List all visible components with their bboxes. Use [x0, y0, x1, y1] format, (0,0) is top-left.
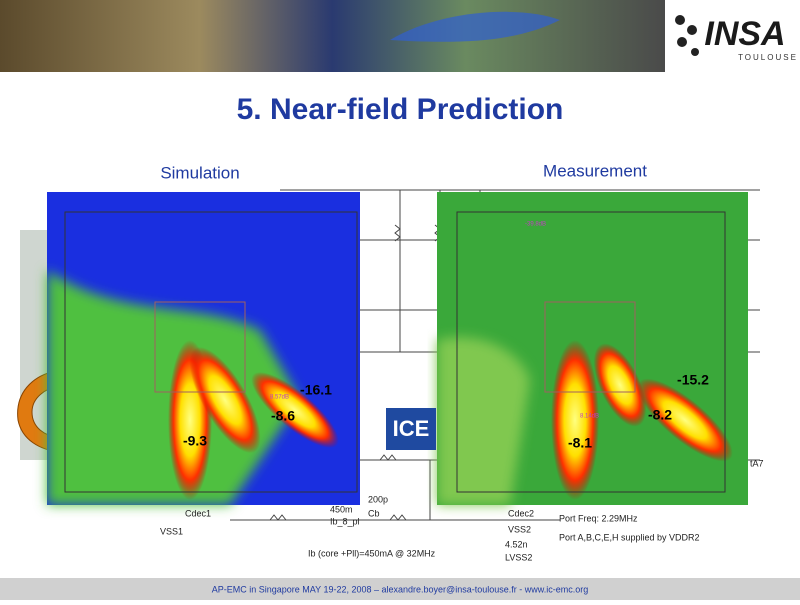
panel-label: Measurement — [543, 161, 647, 180]
marker-label: 8.14dB — [580, 414, 599, 420]
value-label: -15.2 — [677, 372, 709, 388]
slide-title: 5. Near-field Prediction — [237, 93, 564, 126]
circuit-label: VSS2 — [508, 524, 531, 534]
logo-sub: TOULOUSE — [738, 53, 798, 62]
value-label: -8.2 — [648, 407, 672, 423]
circuit-label: Port A,B,C,E,H supplied by VDDR2 — [559, 532, 700, 542]
value-label: -16.1 — [300, 382, 332, 398]
marker-label: 8.57dB — [270, 395, 289, 401]
ice-label: ICE — [393, 416, 430, 441]
circuit-label: Cb — [368, 508, 380, 518]
circuit-label: Cdec1 — [185, 508, 211, 518]
simulation-map — [47, 192, 360, 505]
circuit-label: Ib_8_pl — [330, 516, 360, 526]
value-label: -8.1 — [568, 435, 592, 451]
logo-text: INSA — [704, 15, 785, 53]
marker-label: -39.8dB — [525, 222, 546, 228]
circuit-label: 450m — [330, 504, 353, 514]
circuit-label: Ib (core +Pll)=450mA @ 32MHz — [308, 548, 436, 558]
banner-shape — [390, 11, 560, 42]
circuit-label: 4.52n — [505, 539, 528, 549]
banner — [0, 0, 665, 72]
logo: INSA TOULOUSE — [675, 15, 798, 62]
circuit-label: tA7 — [750, 458, 764, 468]
circuit-label: VSS1 — [160, 526, 183, 536]
measurement-map — [437, 192, 748, 505]
footer-bar — [0, 578, 800, 600]
ice-block — [386, 408, 436, 450]
footer: AP-EMC in Singapore MAY 19-22, 2008 – al… — [212, 584, 588, 594]
value-label: -8.6 — [271, 408, 295, 424]
circuit-label: LVSS2 — [505, 552, 532, 562]
circuit-label: Cdec2 — [508, 508, 534, 518]
value-label: -9.3 — [183, 433, 207, 449]
circuit-label: Port Freq: 2.29MHz — [559, 513, 638, 523]
panel-label: Simulation — [160, 163, 239, 182]
circuit-label: 200p — [368, 494, 388, 504]
